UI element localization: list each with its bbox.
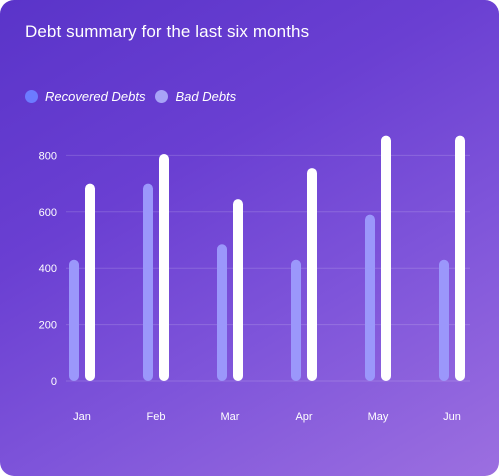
grid-lines [66,154,470,382]
bar-recovered-debts-apr[interactable] [291,259,301,381]
chart-title: Debt summary for the last six months [25,22,310,41]
y-axis-ticks: 0 200 400 600 800 [39,150,57,388]
x-tick-label-apr: Apr [295,411,312,423]
legend-item-recovered-debts[interactable]: Recovered Debts [25,89,145,104]
x-axis-ticks: Jan Feb Mar Apr May Jun [73,411,461,423]
y-tick-label-200: 200 [39,320,57,332]
bars [69,135,465,381]
chart-legend: Recovered Debts Bad Debts [25,89,246,104]
y-tick-label-0: 0 [51,376,57,388]
legend-label-bad-debts: Bad Debts [175,89,237,104]
bar-recovered-debts-may[interactable] [365,214,375,381]
x-tick-label-jun: Jun [443,411,461,423]
x-tick-label-may: May [368,411,389,423]
bar-bad-debts-apr[interactable] [307,168,317,381]
bar-bad-debts-jun[interactable] [455,135,465,381]
bar-recovered-debts-jan[interactable] [69,259,79,381]
legend-dot-recovered-debts [25,90,38,103]
bar-bad-debts-mar[interactable] [233,199,243,381]
y-tick-label-600: 600 [39,207,57,219]
legend-dot-bad-debts [155,90,169,103]
bar-bad-debts-jan[interactable] [85,183,95,381]
bar-bad-debts-may[interactable] [381,135,391,381]
bar-bad-debts-feb[interactable] [159,153,169,381]
x-tick-label-mar: Mar [221,411,240,423]
y-tick-label-400: 400 [39,263,57,275]
bar-recovered-debts-mar[interactable] [217,244,227,381]
legend-label-recovered-debts: Recovered Debts [45,89,146,104]
x-tick-label-jan: Jan [73,411,91,423]
legend-item-bad-debts[interactable]: Bad Debts [155,89,236,104]
y-tick-label-800: 800 [39,150,57,162]
bar-recovered-debts-feb[interactable] [143,183,153,381]
x-tick-label-feb: Feb [147,411,166,423]
bar-recovered-debts-jun[interactable] [439,259,449,381]
